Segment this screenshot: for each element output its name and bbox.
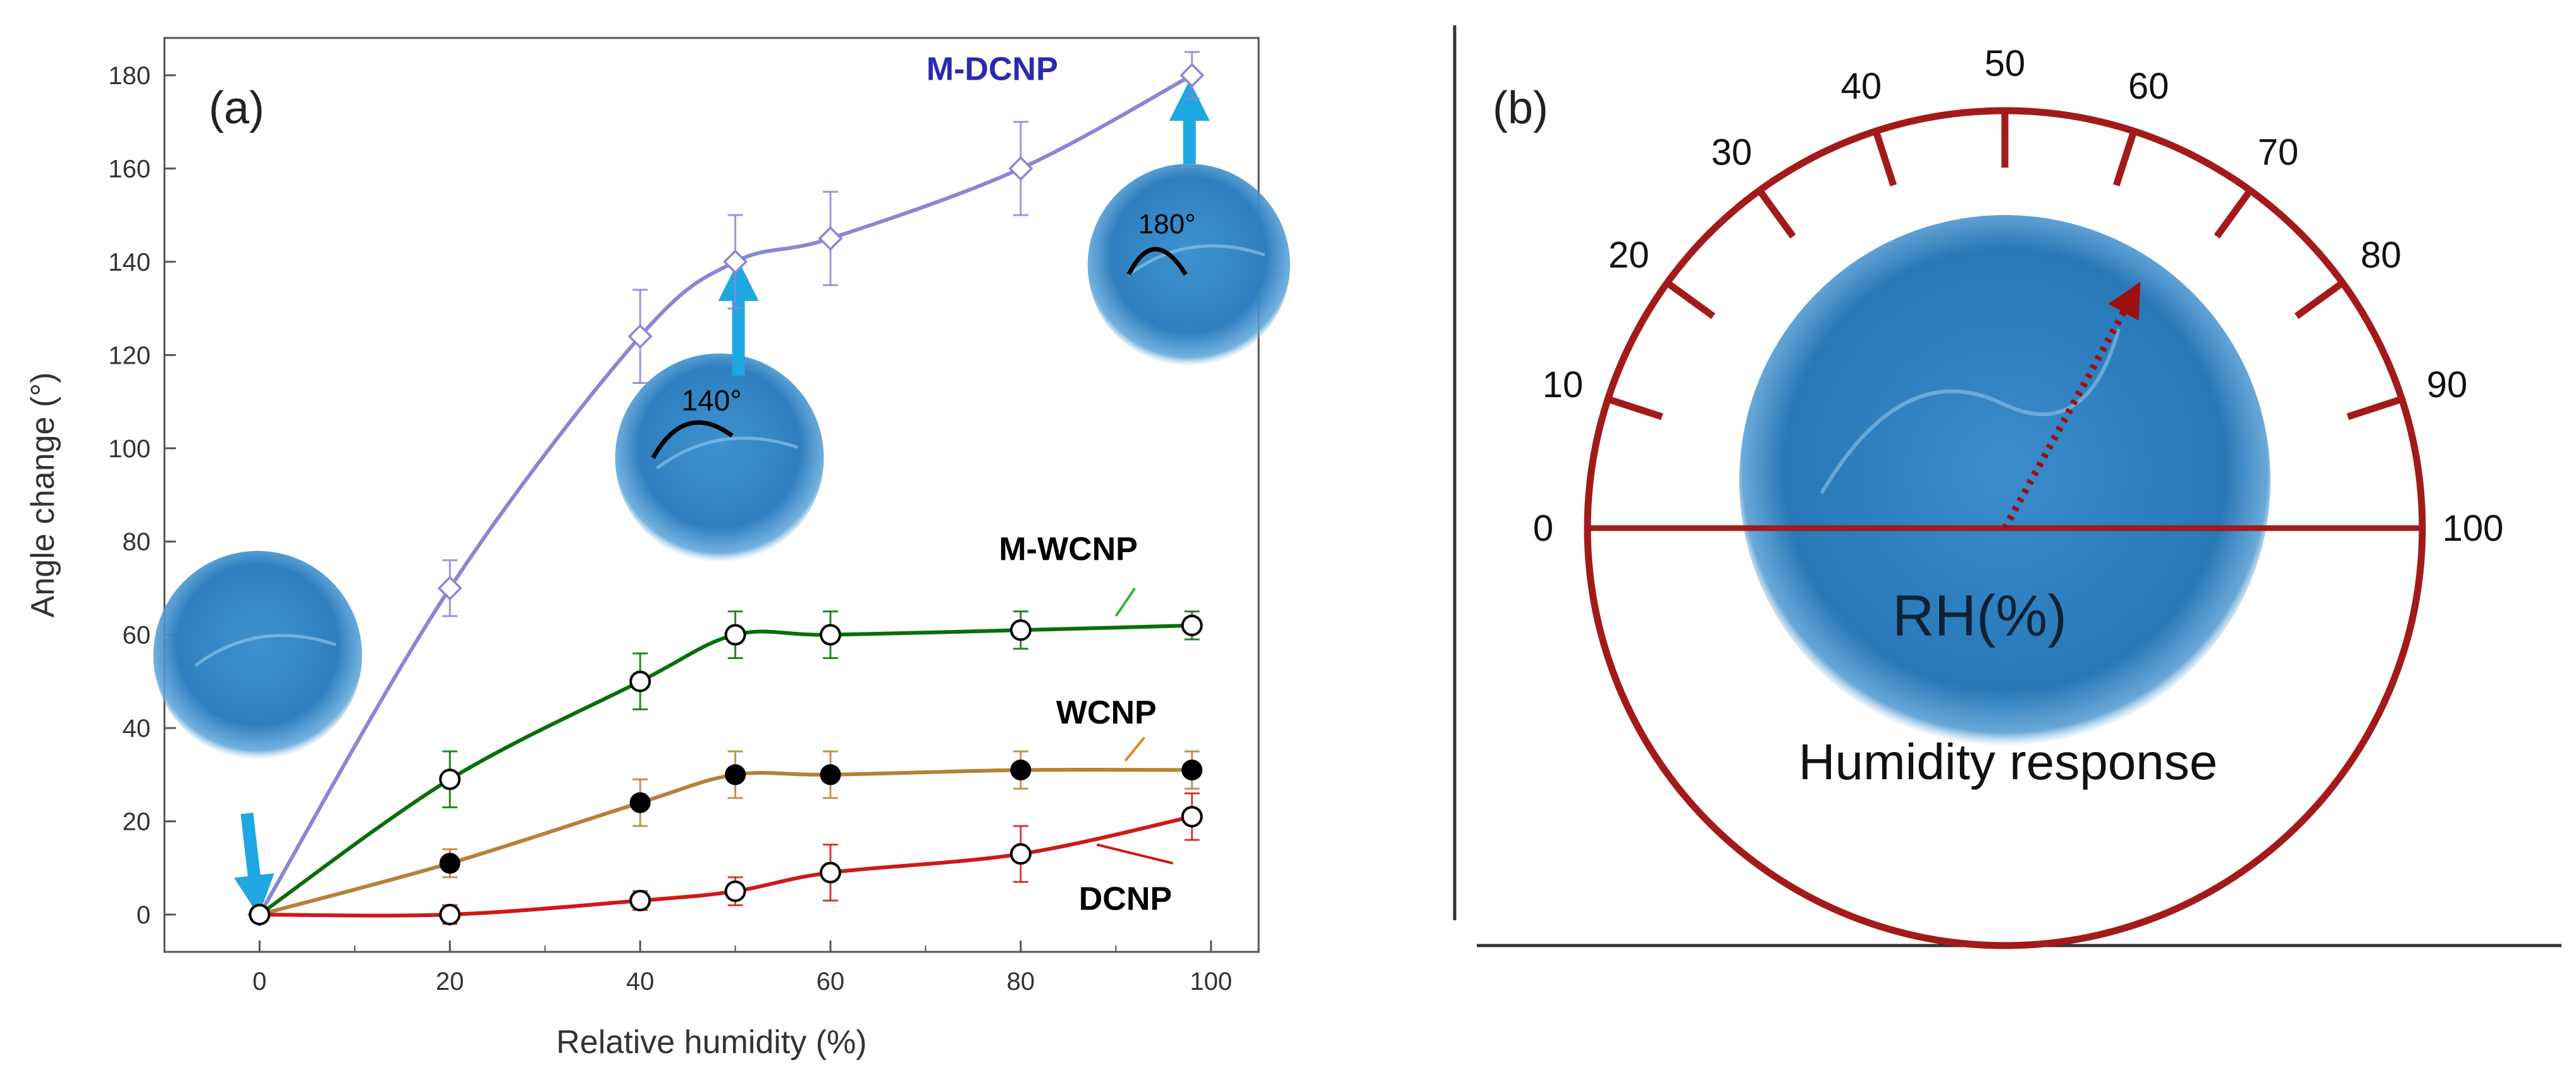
panel-a-label: (a) [209,83,264,133]
series-m-wcnp: M-WCNP [249,531,1203,926]
gauge-scale-label: 80 [2360,235,2401,276]
gauge-tick [2346,395,2403,421]
series-label: M-DCNP [927,51,1058,87]
series-m-dcnp: M-DCNP [247,51,1205,927]
gauge-tick [1665,280,1716,319]
y-tick-label: 20 [123,808,151,836]
x-tick-label: 20 [436,968,464,996]
data-point [627,324,653,349]
label-pointer [1096,843,1174,865]
data-point [1181,759,1203,780]
gauge-tick [2112,130,2138,187]
panel-b-label: (b) [1493,83,1548,133]
y-tick-label: 80 [123,528,151,556]
disc-fold-line [1820,328,2121,495]
data-point [1181,806,1203,828]
y-tick-label: 40 [123,715,151,743]
gauge-scale-label: 30 [1711,132,1753,173]
data-point [820,764,841,786]
data-point [249,904,271,926]
data-point [725,764,746,786]
data-point [629,792,651,813]
angle-label-180: 180° [1138,209,1196,240]
x-tick-label: 0 [252,968,266,996]
x-tick-label: 80 [1007,968,1035,996]
gauge-scale-label: 90 [2427,364,2468,405]
data-point [820,624,842,646]
insets: 140° 180° [153,80,1290,916]
label-pointer [1124,736,1146,761]
gauge-scale-label: 70 [2258,132,2299,173]
x-axis-label: Relative humidity (%) [556,1024,866,1061]
gauge-scale-label: 0 [1533,508,1553,549]
y-tick-label: 160 [108,155,151,183]
y-tick-label: 120 [108,342,151,369]
gauge-tick [1872,130,1897,187]
inset-disc-180: 180° [1087,163,1290,366]
data-point [439,853,460,874]
inset-disc-140: 140° [615,353,824,562]
gauge-scale-label: 40 [1841,66,1882,107]
data-point [1181,614,1203,636]
gauge: 0 10 20 30 40 50 60 70 80 90 100 [1533,43,2504,949]
data-point [724,624,746,646]
y-tick-label: 140 [108,249,151,276]
gauge-scale-label: 50 [1985,43,2026,84]
data-point [818,226,843,251]
y-tick-label: 100 [108,435,151,463]
y-tick-label: 0 [137,901,151,929]
data-point [439,768,461,791]
panel-a: 0 20 40 60 80 100 0 20 40 60 80 100 120 140 160 180 140… [25,37,1290,1061]
series-label: DCNP [1079,881,1172,918]
data-point [820,861,842,884]
y-tick-label: 60 [123,622,151,650]
y-axis-label: Angle change (°) [25,373,61,618]
plot-frame [163,37,1260,953]
series-layer: M-DCNP M-WCNP WCNP DCNP [247,51,1205,927]
angle-arc-180 [1126,247,1188,276]
angle-arc-140 [651,420,734,459]
gauge-caption: Humidity response [1799,734,2218,790]
series-dcnp: DCNP [249,792,1203,926]
arrow-initial [233,812,274,916]
data-point [1008,156,1033,181]
gauge-scale-label: 100 [2443,508,2504,549]
label-pointer [1114,587,1137,617]
data-point [1010,759,1032,780]
series-line [259,815,1193,918]
series-label: M-WCNP [999,531,1138,568]
data-point [724,880,746,903]
humidity-disc [1739,215,2271,746]
gauge-pointer [2002,281,2141,530]
x-tick-label: 100 [1190,968,1232,996]
gauge-scale-label: 10 [1543,364,1584,405]
data-point [1009,843,1032,865]
series-label: WCNP [1056,694,1157,731]
data-point [1009,619,1032,641]
angle-label-140: 140° [682,384,742,417]
panel-b: (b) 0 10 20 30 40 50 60 70 80 90 100 RH(%) Humidit… [1453,25,2561,949]
gauge-scale-label: 20 [1608,235,1649,276]
data-point [629,889,651,911]
gauge-tick [2214,188,2253,239]
x-tick-label: 40 [626,968,655,996]
data-point [1180,63,1205,88]
gauge-tick [1606,395,1663,421]
data-point [723,249,748,274]
x-tick-label: 60 [817,968,845,996]
gauge-tick [2294,280,2345,319]
data-point [439,904,461,926]
inset-disc-initial [153,551,362,760]
data-point [629,670,651,693]
axis-ticks: 0 20 40 60 80 100 0 20 40 60 80 100 120 140 160 180 [108,62,1232,996]
y-tick-label: 180 [108,62,151,90]
gauge-scale-label: 60 [2128,66,2169,107]
gauge-tick [1756,188,1796,239]
data-point [437,576,462,601]
gauge-center-label: RH(%) [1892,584,2067,648]
